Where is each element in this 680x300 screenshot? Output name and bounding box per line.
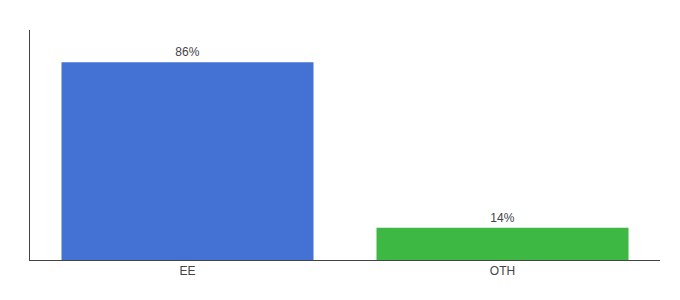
svg-text:86%: 86% bbox=[175, 45, 199, 59]
svg-text:OTH: OTH bbox=[490, 264, 515, 278]
svg-text:EE: EE bbox=[179, 264, 195, 278]
svg-text:14%: 14% bbox=[490, 211, 514, 225]
